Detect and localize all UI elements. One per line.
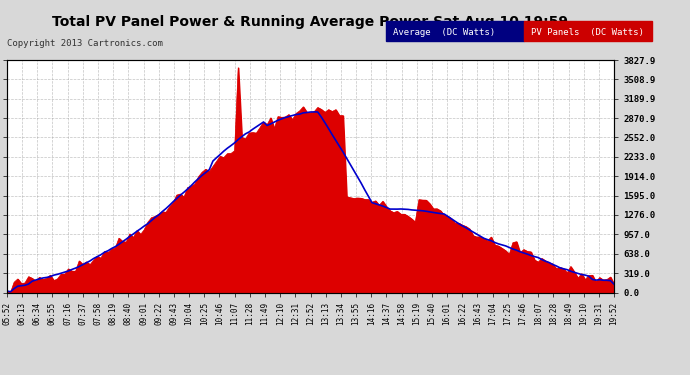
Text: Copyright 2013 Cartronics.com: Copyright 2013 Cartronics.com (7, 39, 163, 48)
Text: PV Panels  (DC Watts): PV Panels (DC Watts) (531, 28, 644, 37)
Text: Total PV Panel Power & Running Average Power Sat Aug 10 19:59: Total PV Panel Power & Running Average P… (52, 15, 569, 29)
Text: Average  (DC Watts): Average (DC Watts) (393, 28, 495, 37)
